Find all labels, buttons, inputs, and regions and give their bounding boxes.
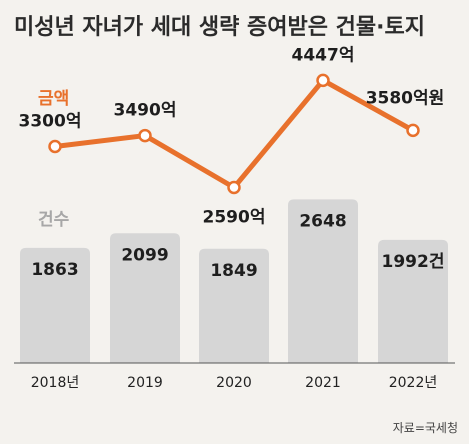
- x-axis-ticks: 2018년 2019 2020 2021 2022년: [31, 375, 438, 391]
- line-series: [48, 73, 420, 195]
- source-note: 자료=국세청: [393, 421, 458, 435]
- line-value-label: 3300억: [19, 112, 82, 132]
- x-tick-label: 2020: [216, 375, 252, 391]
- line-point: [227, 180, 241, 195]
- line-value-label: 4447억: [292, 45, 355, 65]
- x-tick-label: 2019: [127, 375, 163, 391]
- bar-series: [20, 199, 448, 363]
- line-series-name: 금액: [38, 89, 69, 109]
- line-value-labels: 3300억 3490억 2590억 4447억 3580억원: [19, 45, 445, 227]
- bar-value-label: 1849: [210, 261, 257, 281]
- bar: [288, 199, 358, 363]
- bar-series-name: 건수: [38, 210, 70, 230]
- line-point: [406, 123, 420, 138]
- x-tick-label: 2018년: [31, 375, 80, 391]
- line-value-label: 3490억: [114, 101, 177, 121]
- line-path: [52, 77, 416, 190]
- bar-value-label: 2099: [121, 245, 168, 265]
- bar-value-labels: 1863 2099 1849 2648 1992건: [31, 211, 444, 280]
- line-value-label: 3580억원: [366, 88, 445, 108]
- x-tick-label: 2022년: [389, 375, 438, 391]
- bar: [378, 239, 448, 363]
- line-value-label: 2590억: [203, 208, 266, 228]
- x-tick-label: 2021: [305, 375, 341, 391]
- bar-value-label: 1992건: [382, 252, 445, 272]
- line-point: [316, 73, 330, 88]
- bar: [110, 233, 180, 363]
- bar-value-label: 1863: [31, 260, 78, 280]
- bar: [20, 247, 90, 363]
- bar-value-label: 2648: [299, 211, 346, 231]
- line-point: [48, 139, 62, 154]
- chart-title: 미성년 자녀가 세대 생략 증여받은 건물·토지: [14, 15, 425, 40]
- bar: [199, 248, 269, 363]
- line-point: [138, 128, 152, 143]
